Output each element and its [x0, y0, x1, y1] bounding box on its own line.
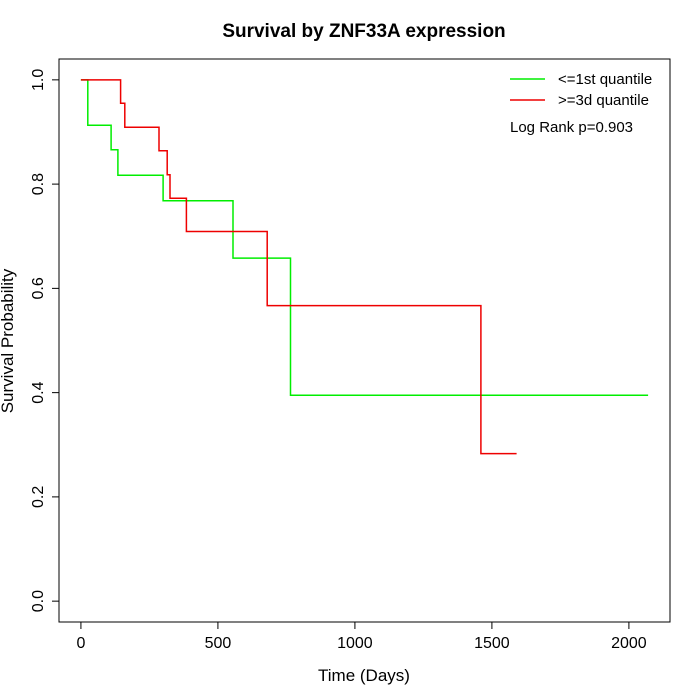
x-axis: 0 500 1000 1500 2000 — [76, 621, 647, 652]
y-axis-label: Survival Probability — [0, 268, 17, 413]
series-layer — [80, 79, 649, 455]
y-tick-label: 0.0 — [30, 590, 47, 612]
y-tick-label: 0.4 — [30, 381, 47, 403]
x-tick-label: 1500 — [474, 635, 510, 652]
plot-frame — [58, 58, 671, 623]
legend: <=1st quantile >=3d quantile — [510, 71, 652, 109]
y-axis: 0.0 0.2 0.4 0.6 0.8 1.0 — [30, 69, 60, 612]
y-tick-label: 1.0 — [30, 69, 47, 91]
chart-title: Survival by ZNF33A expression — [222, 21, 505, 42]
y-tick-label: 0.6 — [30, 277, 47, 299]
x-tick-label: 1000 — [337, 635, 373, 652]
series-line-low-quantile — [80, 79, 649, 396]
x-tick-label: 0 — [76, 635, 85, 652]
x-tick-label: 500 — [205, 635, 232, 652]
y-tick-label: 0.8 — [30, 173, 47, 195]
x-axis-label: Time (Days) — [318, 666, 410, 685]
legend-label-high: >=3d quantile — [558, 92, 649, 109]
x-tick-label: 2000 — [611, 635, 647, 652]
legend-label-low: <=1st quantile — [558, 71, 652, 88]
log-rank-annotation: Log Rank p=0.903 — [510, 119, 633, 136]
series-line-high-quantile — [80, 79, 517, 455]
y-tick-label: 0.2 — [30, 486, 47, 508]
